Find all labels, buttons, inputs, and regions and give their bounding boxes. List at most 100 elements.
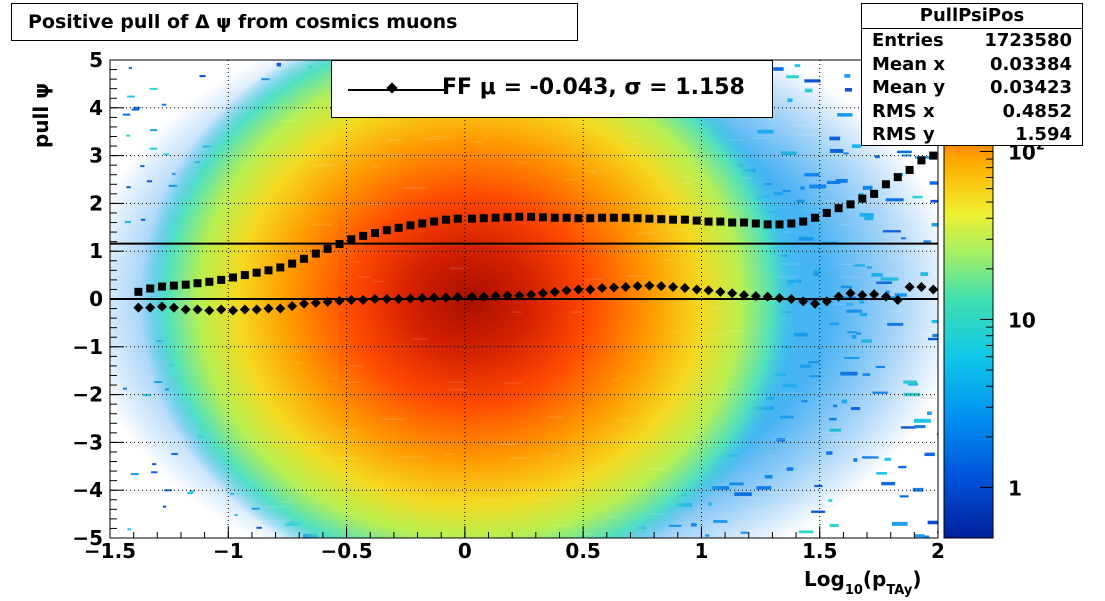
heatmap-streak: [824, 200, 835, 202]
rms-marker: [598, 213, 607, 222]
heatmap-streak: [792, 124, 806, 126]
heatmap-streak: [752, 137, 770, 139]
y-tick-label: 2: [89, 191, 103, 215]
rms-marker: [775, 220, 784, 229]
stats-row: RMS y 1.594: [862, 123, 1082, 147]
x-tick-label: 0: [458, 539, 472, 563]
y-axis-label: pull ψ: [29, 83, 53, 148]
heatmap-streak: [469, 218, 490, 221]
mean-marker: [585, 284, 596, 295]
x-tick-label: −1: [213, 539, 244, 563]
heatmap-cell: [891, 521, 908, 526]
rms-marker: [680, 215, 689, 224]
heatmap-streak: [411, 338, 428, 340]
heatmap-cell: [876, 472, 888, 475]
mean-marker: [322, 296, 333, 307]
heatmap-streak: [682, 175, 692, 178]
heatmap-cell: [150, 471, 158, 474]
heatmap-streak: [832, 303, 852, 306]
rms-marker: [503, 213, 512, 222]
heatmap-streak: [337, 457, 361, 460]
stats-box: PullPsiPos Entries 1723580 Mean x 0.03384 …: [861, 3, 1083, 146]
stats-label: Mean x: [872, 53, 945, 75]
heatmap-cell: [132, 108, 138, 111]
x-axis-label-close: ): [912, 567, 921, 591]
heatmap-streak: [502, 443, 522, 446]
heatmap-streak: [342, 381, 362, 383]
heatmap-streak: [818, 432, 835, 434]
heatmap-streak: [626, 275, 650, 278]
heatmap-streak: [331, 378, 339, 380]
mean-marker: [452, 292, 463, 303]
heatmap-streak: [448, 381, 465, 383]
heatmap-cell: [924, 452, 935, 457]
mean-marker: [656, 281, 667, 292]
heatmap-cell: [881, 481, 896, 486]
heatmap-streak: [794, 134, 817, 136]
heatmap-streak: [848, 196, 856, 198]
rms-marker: [881, 180, 890, 189]
mean-marker: [310, 297, 321, 308]
mean-marker: [514, 290, 525, 301]
mean-marker: [287, 301, 298, 312]
mean-marker: [204, 305, 215, 316]
heatmap-streak: [766, 455, 774, 457]
y-tick-label: −4: [72, 478, 103, 502]
y-tick-label: −1: [72, 335, 103, 359]
rms-marker: [657, 215, 666, 224]
mean-marker: [369, 294, 380, 304]
mean-marker: [168, 302, 179, 313]
chart-title: Positive pull of Δ ψ from cosmics muons: [11, 3, 578, 41]
mean-marker: [381, 294, 392, 304]
heatmap-streak: [916, 452, 928, 454]
heatmap-streak: [551, 453, 561, 456]
heatmap-streak: [927, 241, 936, 243]
rms-marker: [822, 208, 831, 217]
legend: FF μ = -0.043, σ = 1.158: [331, 60, 773, 118]
heatmap-streak: [705, 333, 728, 336]
y-tick-label: −5: [72, 526, 103, 550]
stats-row: Mean x 0.03384: [862, 53, 1082, 77]
x-axis-label-sub2: TAy: [886, 583, 912, 597]
heatmap-streak: [841, 224, 849, 226]
heatmap-streak: [584, 278, 603, 281]
heatmap-streak: [848, 493, 858, 496]
y-tick-label: 3: [89, 144, 103, 168]
stats-label: Entries: [872, 30, 944, 51]
rms-marker: [740, 218, 749, 227]
y-tick-label: −2: [72, 383, 103, 407]
heatmap-streak: [605, 516, 618, 518]
heatmap-cell: [794, 64, 801, 68]
mean-marker: [880, 291, 891, 302]
rms-marker: [763, 220, 772, 229]
heatmap-streak: [353, 261, 361, 263]
rms-marker: [704, 217, 713, 226]
heatmap-cell: [844, 74, 851, 78]
rms-marker: [527, 212, 536, 221]
mean-marker: [440, 292, 451, 303]
mean-marker: [762, 291, 773, 302]
mean-marker: [845, 288, 856, 299]
heatmap-streak: [423, 138, 448, 140]
heatmap-cell: [126, 134, 131, 137]
heatmap-streak: [589, 172, 596, 175]
heatmap-streak: [727, 386, 736, 388]
mean-marker: [133, 302, 144, 313]
heatmap-streak: [574, 163, 588, 165]
heatmap-streak: [488, 487, 496, 489]
rms-marker: [406, 221, 415, 230]
heatmap-streak: [580, 533, 595, 535]
mean-marker: [502, 290, 513, 301]
rms-marker: [370, 229, 379, 238]
heatmap-streak: [739, 497, 761, 499]
mean-marker: [478, 291, 489, 302]
mean-marker: [239, 304, 250, 315]
x-ticks: −1.5 −1 −0.5 0 0.5 1 1.5 2: [84, 526, 945, 563]
heatmap-cell: [133, 106, 141, 109]
mean-marker: [750, 291, 761, 302]
heatmap-streak: [511, 311, 522, 313]
y-tick-label: −3: [72, 430, 103, 454]
mean-marker: [526, 289, 537, 300]
mean-marker: [632, 281, 643, 292]
rms-marker: [347, 235, 356, 244]
